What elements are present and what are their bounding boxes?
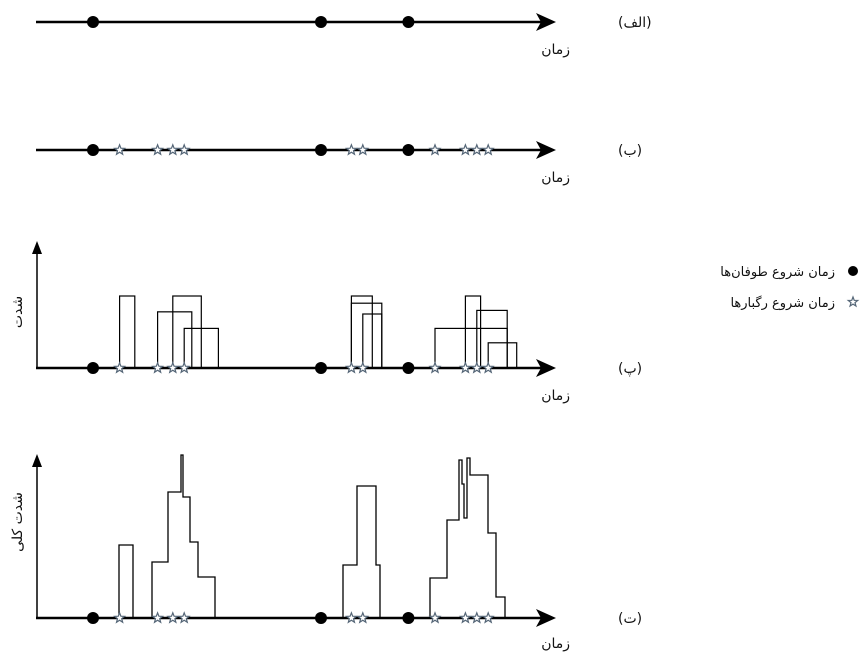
- cell-start-marker: [166, 361, 180, 374]
- panel-c-label: (پ): [618, 361, 642, 377]
- panel-d-label: (ت): [618, 611, 642, 627]
- cell-pulse: [434, 327, 508, 369]
- cell-start-marker: [177, 361, 191, 374]
- panel-a-label: (الف): [618, 15, 652, 31]
- panel-d-total-intensity-curve: [118, 454, 216, 619]
- cell-start-marker: [344, 361, 358, 374]
- cell-start-marker: [151, 361, 165, 374]
- cell-start-marker: [470, 611, 484, 624]
- storm-start-marker: [87, 612, 99, 624]
- storm-start-marker: [315, 16, 327, 28]
- cell-start-marker: [428, 611, 442, 624]
- panel-c: شدت (پ) زمان: [10, 241, 642, 404]
- cell-start-marker: [166, 611, 180, 624]
- legend-storm-start-label: زمان شروع طوفان‌ها: [720, 265, 835, 280]
- panel-b-label: (ب): [618, 143, 642, 159]
- panel-b-axis-arrow-icon: [536, 141, 556, 159]
- cell-pulse: [172, 295, 202, 369]
- storm-start-marker: [315, 144, 327, 156]
- cell-start-marker: [356, 361, 370, 374]
- storm-start-marker: [87, 144, 99, 156]
- cell-start-marker: [177, 143, 191, 156]
- panel-a: (الف) زمان: [36, 13, 652, 58]
- panel-d-marks: [87, 611, 495, 624]
- cell-pulse: [487, 342, 518, 369]
- cell-start-marker: [356, 143, 370, 156]
- panel-a-axis-arrow-icon: [536, 13, 556, 31]
- cell-start-marker: [166, 143, 180, 156]
- cell-pulse: [464, 295, 482, 369]
- cell-start-marker: [458, 361, 472, 374]
- panel-c-intensity-arrow-icon: [32, 241, 42, 254]
- cell-start-marker: [458, 143, 472, 156]
- panel-d-total-intensity-curve-3: [429, 457, 506, 618]
- cell-start-marker: [428, 361, 442, 374]
- panel-d-intensity-label: شدت کلی: [10, 492, 26, 552]
- cell-pulse: [476, 309, 508, 369]
- cell-start-marker: [113, 361, 127, 374]
- cell-start-marker: [481, 611, 495, 624]
- legend: زمان شروع طوفان‌ها زمان شروع رگبارها: [720, 265, 860, 311]
- storm-start-marker: [87, 16, 99, 28]
- cell-start-marker: [151, 611, 165, 624]
- storm-start-marker: [402, 144, 415, 156]
- cell-pulse: [350, 302, 383, 369]
- storm-start-marker: [315, 612, 327, 624]
- cell-pulse: [157, 311, 193, 369]
- legend-cell-start-icon: [846, 295, 860, 308]
- cell-start-marker: [470, 143, 484, 156]
- cell-start-marker: [458, 611, 472, 624]
- cell-start-marker: [113, 611, 127, 624]
- panel-b-time-label: زمان: [541, 170, 570, 186]
- cell-start-marker: [428, 143, 442, 156]
- cell-start-marker: [113, 143, 127, 156]
- cell-start-marker: [177, 611, 191, 624]
- cell-start-marker: [481, 143, 495, 156]
- panel-c-time-label: زمان: [541, 388, 570, 404]
- cell-start-marker: [151, 143, 165, 156]
- cell-start-marker: [344, 143, 358, 156]
- cell-start-marker: [481, 361, 495, 374]
- panel-c-pulses: [118, 295, 518, 369]
- legend-cell-start-label: زمان شروع رگبارها: [730, 295, 835, 311]
- panel-d-total-intensity-curve-2: [342, 485, 381, 618]
- panel-d-intensity-arrow-icon: [32, 454, 42, 467]
- panel-b-marks: [87, 143, 495, 156]
- star-icon: [846, 295, 860, 308]
- panel-c-axis-arrow-icon: [536, 359, 556, 377]
- panel-c-marks: [87, 361, 495, 374]
- panel-a-marks: [87, 16, 415, 28]
- panel-d-time-label: زمان: [541, 636, 570, 652]
- cell-start-marker: [344, 611, 358, 624]
- panel-d-axis-arrow-icon: [536, 609, 556, 627]
- panel-a-time-label: زمان: [541, 42, 570, 58]
- storm-start-marker: [402, 362, 415, 374]
- panel-c-intensity-label: شدت: [10, 296, 26, 328]
- cell-pulse: [350, 295, 373, 369]
- storm-start-marker: [315, 362, 327, 374]
- panel-d: شدت کلی (ت) زمان: [10, 454, 642, 652]
- legend-storm-start-icon: [848, 266, 858, 276]
- cell-start-marker: [356, 611, 370, 624]
- storm-start-marker: [402, 16, 415, 28]
- cell-start-marker: [470, 361, 484, 374]
- cell-pulse: [118, 295, 136, 369]
- panel-b: (ب) زمان: [36, 141, 642, 186]
- storm-start-marker: [87, 362, 99, 374]
- storm-start-marker: [402, 612, 415, 624]
